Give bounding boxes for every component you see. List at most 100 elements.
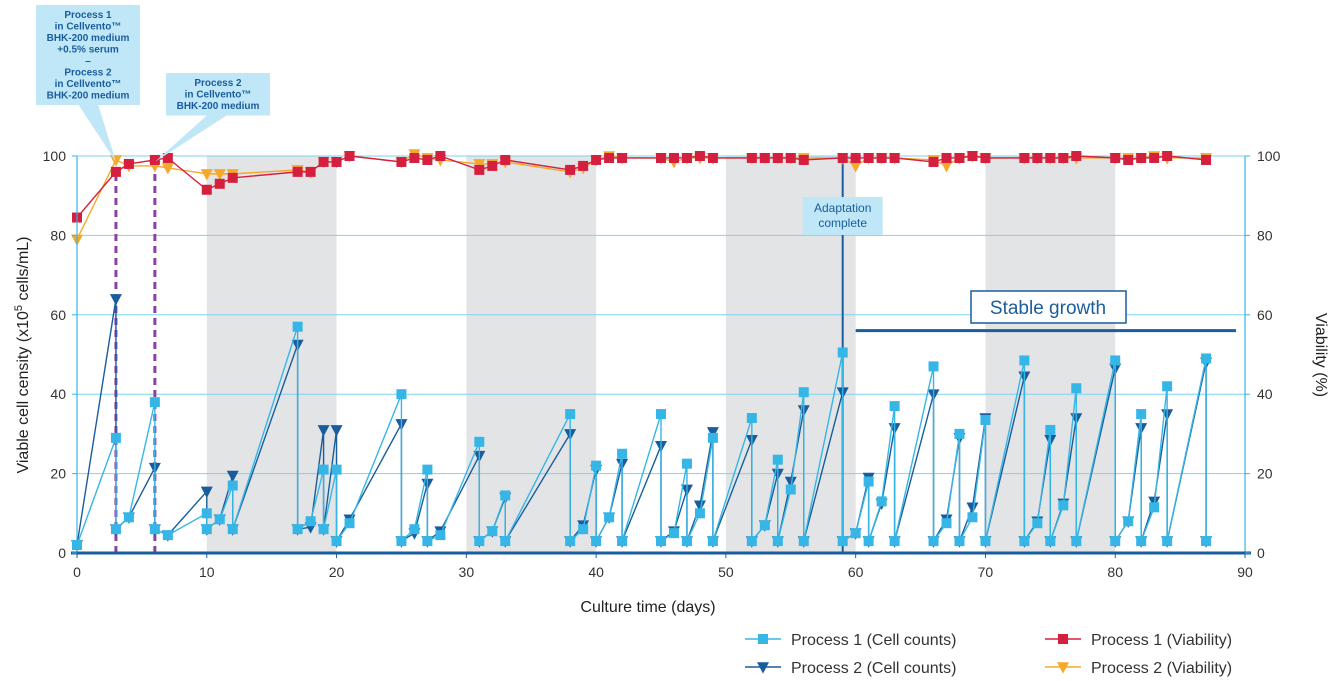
point-process-1-cell-counts-71 — [1019, 355, 1030, 366]
point-process-1-cell-counts-76 — [1058, 500, 1069, 511]
point-process-1-viability-7 — [227, 172, 238, 183]
point-process-1-viability-31 — [759, 152, 770, 163]
point-process-1-viability-38 — [876, 152, 887, 163]
point-process-1-cell-counts-17 — [331, 464, 342, 475]
y-tick-label-20: 20 — [50, 466, 66, 482]
x-tick-label-90: 90 — [1237, 564, 1253, 580]
point-process-1-cell-counts-86 — [1162, 536, 1173, 547]
x-tick-label-30: 30 — [459, 564, 475, 580]
point-process-2-viability-41 — [940, 161, 953, 173]
point-process-1-cell-counts-13 — [292, 524, 303, 535]
point-process-1-cell-counts-41 — [668, 528, 679, 539]
point-process-1-viability-19 — [500, 154, 511, 165]
point-process-1-viability-21 — [578, 160, 589, 171]
point-process-1-cell-counts-18 — [331, 536, 342, 547]
point-process-1-viability-5 — [201, 184, 212, 195]
point-process-1-cell-counts-5 — [149, 524, 160, 535]
point-process-2-viability-17 — [473, 159, 486, 171]
point-process-1-viability-40 — [928, 156, 939, 167]
legend-marker-3 — [1057, 662, 1069, 674]
point-process-1-viability-9 — [305, 166, 316, 177]
point-process-1-viability-47 — [1045, 152, 1056, 163]
point-process-1-cell-counts-48 — [746, 536, 757, 547]
point-process-2-cell-counts-45 — [706, 427, 719, 439]
series-process-1-viability — [72, 151, 1212, 223]
point-process-2-cell-counts-1 — [109, 294, 122, 306]
legend: Process 1 (Cell counts) Process 2 (Cell c… — [745, 632, 1232, 677]
stable-growth-label: Stable growth — [990, 298, 1106, 319]
point-process-1-cell-counts-49 — [759, 520, 770, 531]
point-process-1-cell-counts-74 — [1045, 424, 1056, 435]
point-process-1-cell-counts-67 — [954, 536, 965, 547]
point-process-1-cell-counts-73 — [1032, 518, 1043, 529]
shaded-bands — [206, 156, 1116, 553]
point-process-1-cell-counts-85 — [1162, 381, 1173, 392]
tick-labels: 0 10 20 30 40 50 60 70 80 90020406080100020406080… — [43, 148, 1281, 580]
point-process-1-cell-counts-82 — [1136, 409, 1147, 420]
point-process-1-cell-counts-23 — [422, 464, 433, 475]
y2-tick-label-40: 40 — [1257, 386, 1273, 402]
point-process-1-viability-8 — [292, 166, 303, 177]
legend-marker-1 — [757, 662, 769, 674]
point-process-1-cell-counts-10 — [227, 480, 238, 491]
point-process-1-viability-41 — [941, 152, 952, 163]
point-process-1-cell-counts-6 — [162, 530, 173, 541]
callout-box-1 — [166, 73, 270, 116]
point-process-1-viability-15 — [422, 154, 433, 165]
point-process-1-cell-counts-9 — [214, 514, 225, 525]
point-process-2-cell-counts-44 — [693, 500, 706, 512]
point-process-1-viability-53 — [1149, 152, 1160, 163]
point-process-1-cell-counts-26 — [474, 436, 485, 447]
point-process-1-cell-counts-59 — [863, 536, 874, 547]
series-process-1-cell-counts — [72, 321, 1212, 551]
point-process-1-viability-23 — [604, 152, 615, 163]
point-process-1-cell-counts-43 — [681, 536, 692, 547]
callout-text-0: Process 1 in Cellvento™ BHK-200 medium +0.5… — [47, 10, 130, 102]
point-process-1-cell-counts-21 — [396, 536, 407, 547]
point-process-1-cell-counts-32 — [565, 536, 576, 547]
point-process-1-cell-counts-64 — [928, 536, 939, 547]
point-process-1-cell-counts-40 — [656, 536, 666, 547]
point-process-1-cell-counts-79 — [1110, 355, 1121, 366]
point-process-1-cell-counts-83 — [1136, 536, 1147, 547]
callout-pointer-0 — [78, 104, 116, 162]
point-process-2-cell-counts-52 — [784, 476, 797, 489]
point-process-1-cell-counts-38 — [617, 536, 628, 547]
point-process-1-viability-10 — [318, 156, 329, 167]
point-process-1-cell-counts-20 — [396, 389, 407, 400]
point-process-1-cell-counts-34 — [591, 460, 602, 471]
callout-pointer-1 — [154, 114, 228, 162]
point-process-1-viability-27 — [681, 152, 692, 163]
stable-growth-box — [970, 290, 1127, 324]
point-process-1-cell-counts-60 — [876, 496, 887, 507]
point-process-2-viability-4 — [161, 163, 174, 175]
y2-tick-label-100: 100 — [1257, 148, 1281, 164]
x-tick-label-40: 40 — [588, 564, 604, 580]
point-process-1-viability-48 — [1058, 152, 1069, 163]
point-process-1-cell-counts-11 — [227, 524, 238, 535]
point-process-1-viability-13 — [396, 156, 407, 167]
point-process-1-viability-50 — [1110, 152, 1121, 163]
point-process-1-cell-counts-4 — [149, 397, 160, 408]
point-process-1-viability-37 — [863, 152, 874, 163]
point-process-1-viability-3 — [149, 154, 160, 165]
point-process-1-cell-counts-63 — [928, 361, 939, 372]
point-process-1-viability-18 — [487, 160, 498, 171]
point-process-1-cell-counts-3 — [123, 512, 134, 523]
point-process-1-cell-counts-22 — [409, 524, 420, 535]
point-process-1-viability-51 — [1123, 154, 1134, 165]
point-process-1-viability-43 — [967, 151, 978, 161]
point-process-1-cell-counts-27 — [474, 536, 485, 547]
point-process-2-cell-counts-10 — [226, 470, 239, 483]
point-process-1-cell-counts-28 — [487, 526, 498, 537]
adaptation-label: Adaptation complete — [814, 201, 871, 230]
legend-label-0: Process 1 (Cell counts) — [791, 632, 956, 649]
point-process-1-viability-36 — [850, 152, 861, 163]
point-process-1-cell-counts-87 — [1201, 353, 1212, 364]
y-tick-label-100: 100 — [43, 148, 67, 164]
point-process-1-cell-counts-65 — [941, 518, 952, 529]
point-process-1-cell-counts-45 — [707, 432, 718, 443]
point-process-1-viability-17 — [474, 164, 485, 175]
point-process-1-viability-28 — [694, 151, 705, 161]
point-process-2-cell-counts-15 — [317, 425, 330, 437]
